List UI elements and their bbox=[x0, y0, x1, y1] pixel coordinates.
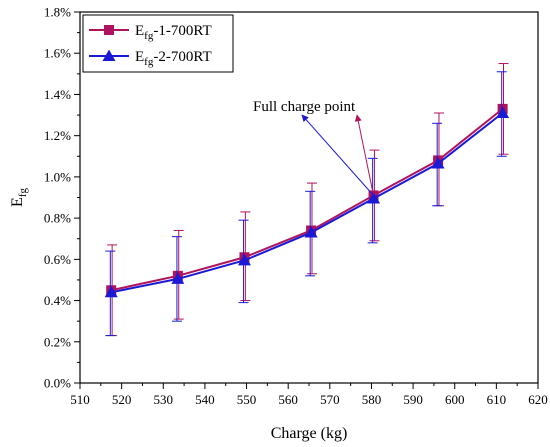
y-tick-label: 1.2% bbox=[44, 128, 71, 143]
data-point-triangle bbox=[367, 192, 381, 204]
y-axis-title-main: E bbox=[9, 197, 26, 207]
y-tick-label: 1.4% bbox=[44, 87, 71, 102]
data-point-triangle bbox=[431, 156, 445, 169]
legend-label-main: E bbox=[135, 23, 144, 39]
x-tick-label: 550 bbox=[237, 392, 257, 407]
y-tick-label: 1.8% bbox=[44, 5, 71, 20]
x-tick-label: 600 bbox=[445, 392, 465, 407]
legend-label-subscript: fg bbox=[144, 30, 154, 42]
data-point-triangle bbox=[104, 285, 118, 298]
x-tick-label: 540 bbox=[195, 392, 215, 407]
annotation-group: Full charge point bbox=[253, 99, 375, 196]
data-point-triangle bbox=[171, 272, 185, 284]
legend-label-2: Efg-2-700RT bbox=[135, 49, 212, 68]
series-line bbox=[111, 108, 504, 292]
x-tick-label: 570 bbox=[320, 392, 340, 407]
y-tick-label: 0.8% bbox=[44, 211, 71, 226]
x-tick-label: 620 bbox=[528, 392, 548, 407]
data-point-triangle bbox=[496, 106, 510, 118]
legend-label-rest: -2-700RT bbox=[153, 49, 211, 65]
x-tick-label: 560 bbox=[278, 392, 298, 407]
y-tick-label: 0.2% bbox=[44, 334, 71, 349]
x-tick-label: 590 bbox=[403, 392, 423, 407]
annotation-label: Full charge point bbox=[253, 99, 356, 115]
legend-box bbox=[82, 14, 234, 73]
y-tick-label: 0.4% bbox=[44, 293, 71, 308]
data-point-triangle bbox=[304, 226, 318, 238]
legend-label-1: Efg-1-700RT bbox=[135, 23, 212, 42]
y-tick-label: 0.6% bbox=[44, 252, 71, 267]
x-tick-label: 610 bbox=[487, 392, 507, 407]
x-tick-label: 530 bbox=[154, 392, 174, 407]
legend-label-main: E bbox=[135, 49, 144, 65]
x-tick-label: 510 bbox=[70, 392, 90, 407]
axes: 510 520 530 540 550 560 570 580 590 600 610 620 0.0%… bbox=[9, 5, 548, 443]
x-tick-label: 520 bbox=[112, 392, 132, 407]
legend-label-rest: -1-700RT bbox=[153, 23, 211, 39]
annotation-arrow-red bbox=[354, 114, 375, 196]
series-line bbox=[111, 112, 504, 294]
data-point-triangle bbox=[237, 253, 251, 266]
legend-marker-square bbox=[104, 25, 114, 35]
annotation-arrow-blue bbox=[301, 114, 374, 196]
y-axis-title: Efg bbox=[9, 188, 29, 207]
y-axis-title-subscript: fg bbox=[17, 188, 29, 198]
x-axis-title: Charge (kg) bbox=[271, 425, 348, 442]
series-2 bbox=[104, 71, 510, 337]
series-group bbox=[104, 63, 510, 337]
legend-label-subscript: fg bbox=[144, 56, 154, 68]
y-tick-label: 1.6% bbox=[44, 46, 71, 61]
y-tick-label: 1.0% bbox=[44, 169, 71, 184]
y-tick-label: 0.0% bbox=[44, 376, 71, 391]
legend-marker-triangle bbox=[102, 49, 116, 61]
x-tick-label: 580 bbox=[362, 392, 382, 407]
